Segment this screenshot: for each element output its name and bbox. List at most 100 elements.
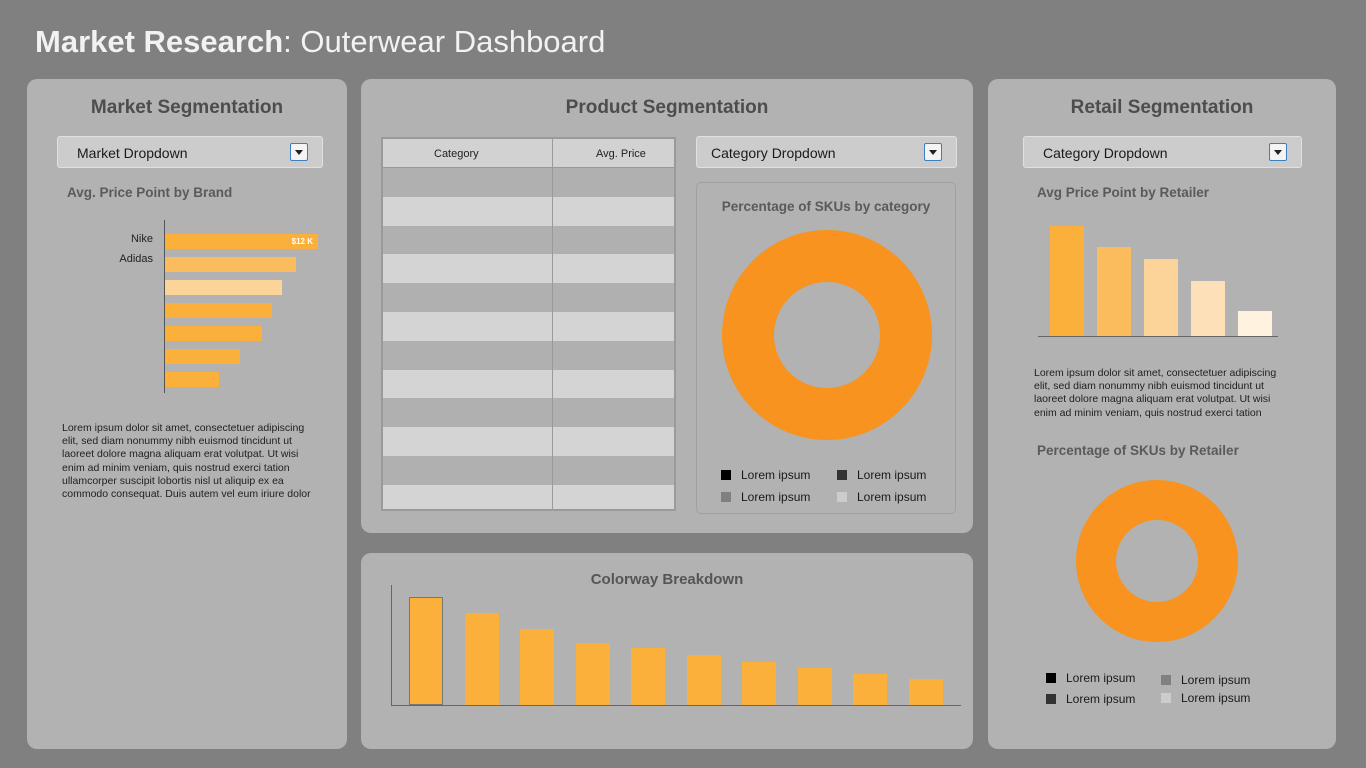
legend-item: Lorem ipsum [1161,691,1250,705]
legend-label: Lorem ipsum [741,468,811,482]
table-row[interactable] [383,225,674,255]
colorway-bar[interactable] [575,643,610,705]
legend-swatch [1046,694,1056,704]
retail-description: Lorem ipsum dolor sit amet, consectetuer… [1034,367,1277,419]
retailer-bar[interactable] [1097,246,1131,336]
table-row[interactable] [383,427,674,456]
chevron-down-icon[interactable] [290,143,308,161]
column-divider [552,484,553,509]
donut-slice [722,230,932,440]
colorway-bar[interactable] [631,647,665,705]
table-header-avg-price[interactable]: Avg. Price [596,148,646,160]
legend-label: Lorem ipsum [1066,671,1136,685]
sku-category-donut-card: Percentage of SKUs by category Lorem ips… [696,182,956,514]
brand-bar-chart: $12 K Nike Adidas [27,79,347,399]
table-row[interactable] [383,484,674,509]
colorway-bar[interactable] [520,629,554,705]
table-row[interactable] [383,311,674,341]
table-row[interactable] [383,455,674,485]
legend-label: Lorem ipsum [857,490,927,504]
column-divider [552,455,553,485]
brand-bar[interactable] [165,349,241,364]
legend-label: Lorem ipsum [1066,692,1136,706]
legend-swatch [721,470,731,480]
legend-item: Lorem ipsum [1046,671,1135,685]
retailer-bar[interactable] [1191,281,1225,336]
legend-item: Lorem ipsum [721,468,810,482]
legend-swatch [1161,693,1171,703]
table-row[interactable] [383,168,674,197]
brand-bar[interactable]: $12 K [165,234,318,249]
legend-swatch [837,492,847,502]
retail-segmentation-panel: Retail Segmentation Category Dropdown Av… [988,79,1336,749]
brand-bar[interactable] [165,257,297,272]
colorway-bar[interactable] [409,597,443,705]
donut-slice [1076,480,1238,642]
brand-chart-title: Avg. Price Point by Brand [67,185,233,200]
table-row[interactable] [383,254,674,284]
sku-category-donut-chart [722,230,932,440]
category-price-table: Category Avg. Price [381,137,676,511]
sku-retailer-donut-chart [1076,480,1238,642]
colorway-bar[interactable] [908,679,943,705]
legend-item: Lorem ipsum [721,490,810,504]
legend-item: Lorem ipsum [1161,673,1250,687]
market-segmentation-title: Market Segmentation [90,97,284,118]
column-divider [552,369,553,399]
sku-retailer-donut-title: Percentage of SKUs by Retailer [1037,443,1239,458]
product-segmentation-title: Product Segmentation [565,97,769,118]
chevron-down-icon[interactable] [1269,143,1287,161]
brand-bar[interactable] [165,280,283,295]
page-title-bold: Market Research [35,24,284,59]
table-row[interactable] [383,196,674,226]
column-divider [552,225,553,255]
column-divider [552,139,553,167]
brand-category-label: Adidas [119,253,153,265]
colorway-bar-chart [391,585,961,706]
sku-category-donut-title: Percentage of SKUs by category [721,199,931,214]
legend-label: Lorem ipsum [857,468,927,482]
retailer-chart-title: Avg Price Point by Retailer [1037,185,1210,200]
market-description: Lorem ipsum dolor sit amet, consectetuer… [62,422,311,501]
colorway-title: Colorway Breakdown [590,571,744,588]
legend-swatch [1046,673,1056,683]
legend-item: Lorem ipsum [837,468,926,482]
colorway-bar[interactable] [464,613,499,705]
legend-label: Lorem ipsum [1181,691,1251,705]
market-segmentation-panel: Market Segmentation Market Dropdown Avg.… [27,79,347,749]
table-row[interactable] [383,340,674,370]
table-row[interactable] [383,398,674,428]
chevron-down-icon[interactable] [924,143,942,161]
column-divider [552,427,553,456]
table-row[interactable] [383,283,674,312]
market-dropdown-label: Market Dropdown [77,145,188,161]
brand-bar[interactable] [165,372,219,387]
brand-bar[interactable] [165,326,262,341]
retailer-bar[interactable] [1238,310,1272,336]
product-segmentation-panel: Product Segmentation Category Avg. Price… [361,79,973,533]
colorway-bar[interactable] [742,661,776,705]
table-row[interactable] [383,369,674,399]
retailer-bar[interactable] [1144,259,1178,336]
legend-label: Lorem ipsum [1181,673,1251,687]
bar-value-label: $12 K [291,237,313,246]
column-divider [552,340,553,370]
market-dropdown[interactable]: Market Dropdown [57,136,323,168]
retailer-chart-x-axis [1038,336,1278,337]
page-title-rest: : Outerwear Dashboard [283,24,606,59]
category-dropdown[interactable]: Category Dropdown [696,136,957,168]
retailer-bar[interactable] [1050,226,1084,336]
brand-chart-axis [164,220,165,393]
colorway-bar[interactable] [797,668,832,705]
column-divider [552,196,553,226]
colorway-bar[interactable] [686,655,721,705]
column-divider [552,283,553,312]
table-header-category[interactable]: Category [434,148,479,160]
colorway-bar[interactable] [853,673,887,705]
retail-category-dropdown[interactable]: Category Dropdown [1023,136,1302,168]
column-divider [552,311,553,341]
brand-bar[interactable] [165,303,273,318]
legend-swatch [1161,675,1171,685]
column-divider [552,254,553,284]
brand-category-label: Nike [130,233,153,245]
